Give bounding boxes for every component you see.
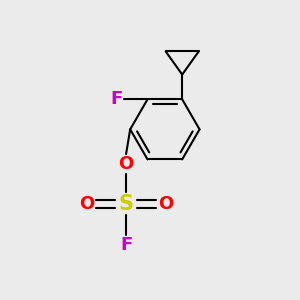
Text: O: O — [118, 155, 134, 173]
Text: O: O — [79, 195, 94, 213]
Text: F: F — [110, 90, 122, 108]
Text: F: F — [120, 236, 132, 254]
Text: O: O — [158, 195, 173, 213]
Text: S: S — [118, 194, 134, 214]
